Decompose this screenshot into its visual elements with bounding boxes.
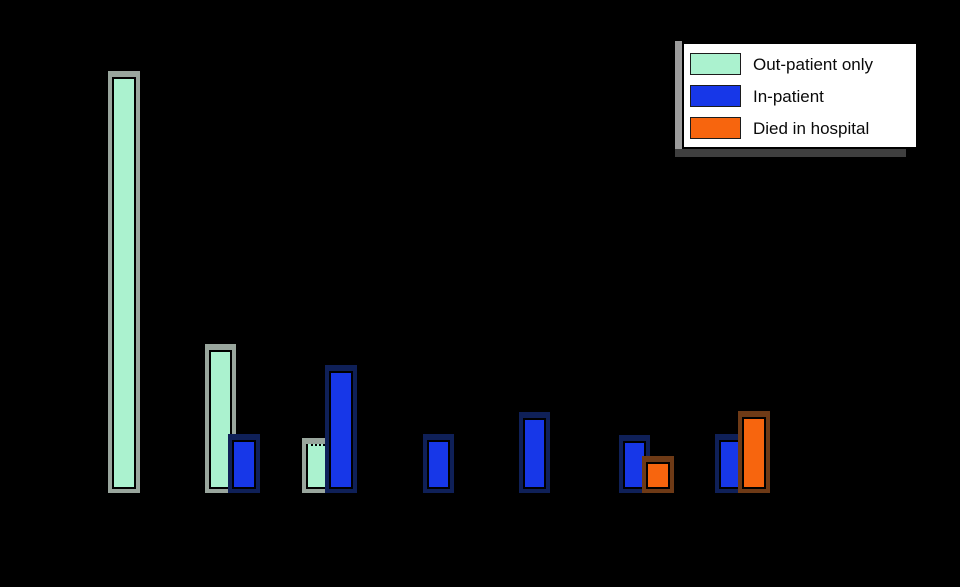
legend-item-out-patient-only: Out-patient only: [690, 51, 908, 77]
bar-in-patient-group3: [329, 371, 353, 489]
bar-died-in-hospital-group6: [646, 461, 670, 489]
legend-item-in-patient: In-patient: [690, 83, 908, 109]
bar-in-patient-group5: [522, 417, 547, 489]
bar-in-patient-group4: [426, 439, 451, 489]
legend-shadow-left: [675, 41, 682, 157]
legend-shadow-bottom: [675, 149, 906, 157]
legend: Out-patient only In-patient Died in hospit…: [682, 42, 918, 149]
bar-died-in-hospital-group7: [742, 417, 766, 489]
legend-swatch-out-patient-only: [690, 53, 741, 75]
bar-out-patient-only-group2: [208, 349, 233, 489]
legend-label-out-patient-only: Out-patient only: [753, 54, 874, 74]
legend-swatch-in-patient: [690, 85, 741, 107]
bar-in-patient-group2: [232, 439, 256, 489]
legend-label-in-patient: In-patient: [753, 86, 824, 106]
legend-label-died-in-hospital: Died in hospital: [753, 118, 870, 138]
bar-out-patient-only-group1: [112, 77, 136, 489]
legend-item-died-in-hospital: Died in hospital: [690, 115, 908, 141]
legend-swatch-died-in-hospital: [690, 117, 741, 139]
